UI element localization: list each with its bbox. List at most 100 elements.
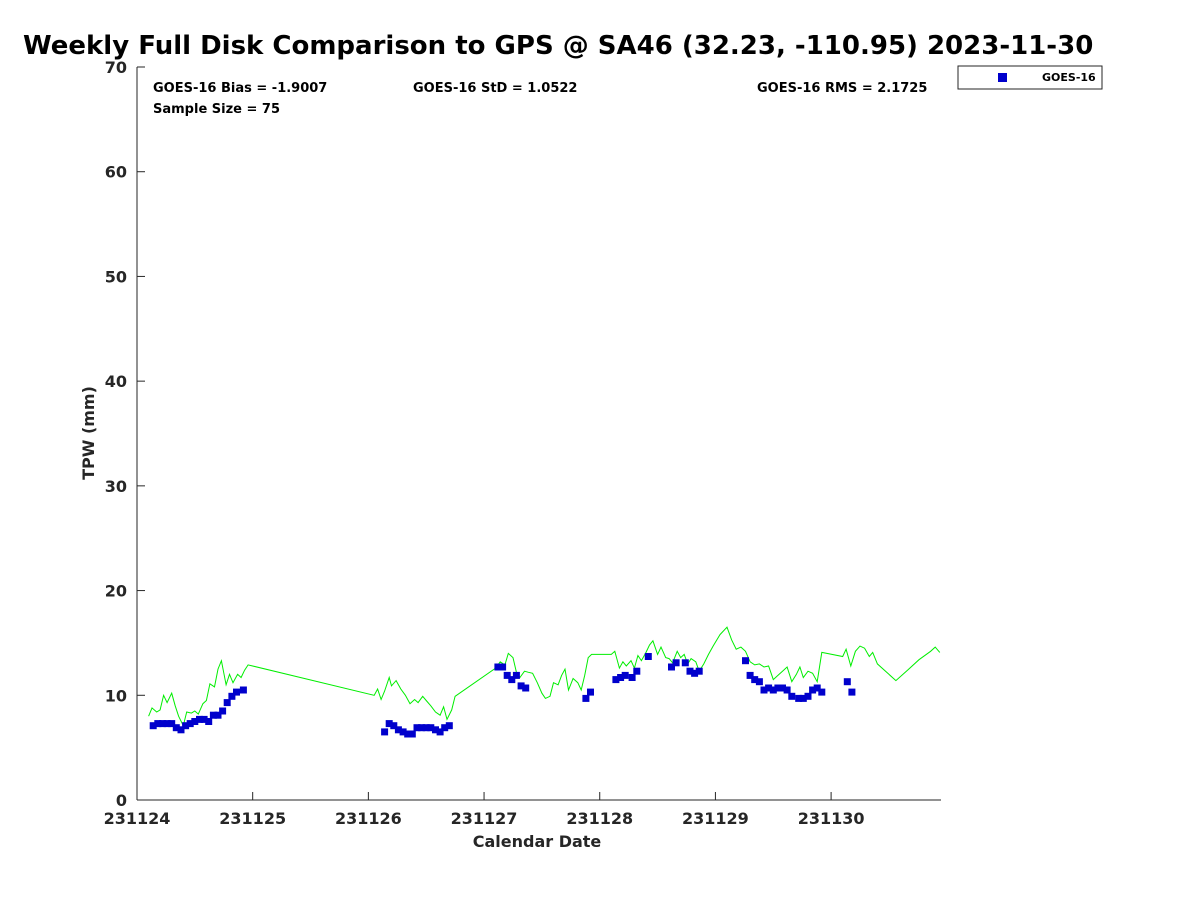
goes16-point [779, 684, 786, 692]
goes16-point [742, 657, 749, 665]
goes16-point [783, 686, 791, 694]
goes16-point [746, 671, 754, 679]
x-tick-label: 231125 [219, 809, 286, 828]
goes16-point [503, 671, 511, 679]
goes16-point [381, 728, 389, 736]
goes16-point [223, 699, 231, 707]
goes16-point [799, 694, 807, 702]
goes16-point [804, 692, 812, 700]
goes16-point [587, 688, 594, 696]
goes16-point [633, 667, 641, 675]
goes16-point [494, 663, 502, 671]
goes16-point [499, 663, 507, 671]
goes16-point [159, 720, 166, 728]
goes16-point [691, 669, 699, 677]
goes16-point [512, 671, 520, 679]
x-tick-label: 231128 [566, 809, 633, 828]
goes16-point [686, 667, 694, 675]
goes16-point [809, 686, 817, 694]
x-tick-label: 231126 [335, 809, 402, 828]
y-tick-label: 60 [105, 163, 127, 182]
goes16-point [394, 726, 402, 734]
legend-box [957, 65, 1103, 90]
goes16-point [644, 653, 652, 660]
x-tick-label: 231124 [104, 809, 171, 828]
x-tick-label: 231127 [451, 809, 518, 828]
goes16-point [813, 684, 821, 692]
y-axis-ticks: 0 10 20 30 40 50 60 70 [105, 58, 145, 810]
goes16-point [774, 684, 782, 692]
y-axis-label: TPW (mm) [79, 386, 98, 480]
y-tick-label: 30 [105, 477, 127, 496]
goes16-point [436, 728, 444, 736]
goes16-point [760, 686, 768, 694]
goes16-point [621, 671, 629, 679]
goes16-point [408, 730, 416, 738]
goes16-point [427, 724, 435, 732]
goes16-point [404, 730, 412, 738]
chart-title: Weekly Full Disk Comparison to GPS @ SA4… [23, 31, 1093, 61]
bias-stat: GOES-16 Bias = -1.9007 [153, 81, 327, 96]
goes16-point [755, 678, 763, 686]
goes16-point [214, 711, 222, 719]
goes16-point [191, 718, 199, 725]
goes16-point [508, 676, 516, 684]
legend-marker-goes16 [998, 73, 1007, 82]
goes16-point [522, 684, 530, 692]
goes16-point [418, 724, 426, 732]
goes16-point [177, 726, 185, 734]
goes16-point [751, 676, 759, 684]
goes16-point [441, 724, 449, 732]
rms-stat: GOES-16 RMS = 2.1725 [757, 81, 927, 96]
goes16-point [582, 694, 590, 702]
y-tick-label: 70 [105, 58, 127, 77]
goes16-point [795, 694, 803, 702]
y-tick-label: 10 [105, 686, 127, 705]
goes16-point [154, 720, 162, 728]
goes16-point [445, 722, 453, 730]
goes16-point [517, 682, 525, 690]
goes16-point [385, 720, 393, 728]
x-tick-label: 231129 [682, 809, 749, 828]
goes16-point [413, 724, 421, 732]
std-stat: GOES-16 StD = 1.0522 [413, 81, 577, 96]
y-tick-label: 50 [105, 267, 127, 286]
goes16-point [672, 659, 680, 667]
data-series [148, 626, 941, 738]
goes16-point [668, 663, 675, 671]
x-tick-label: 231130 [798, 809, 865, 828]
goes16-point [399, 728, 407, 736]
y-tick-label: 40 [105, 372, 127, 391]
goes16-point [432, 726, 439, 734]
goes16-point [172, 724, 180, 732]
goes16-point [422, 724, 430, 732]
goes16-point [769, 686, 777, 694]
y-tick-label: 0 [116, 791, 127, 810]
legend-label-goes16: GOES-16 [1042, 71, 1096, 84]
goes16-point [695, 667, 703, 675]
sample-size-stat: Sample Size = 75 [153, 102, 280, 117]
goes16-point [239, 686, 247, 694]
goes16-point [818, 688, 826, 696]
goes16-point [163, 720, 171, 728]
plot-axes [136, 67, 941, 801]
goes16-point [390, 722, 398, 730]
goes16-point [233, 688, 240, 696]
gps-tpw-line [148, 626, 941, 728]
goes16-point [209, 711, 217, 719]
goes16-point [765, 684, 773, 692]
legend: GOES-16 [957, 65, 1103, 90]
goes16-point [228, 692, 236, 700]
goes16-point [843, 678, 851, 686]
goes16-point [196, 715, 203, 723]
goes16-point [628, 674, 636, 681]
goes16-point [205, 718, 213, 725]
goes16-point [200, 715, 208, 723]
goes16-point [149, 722, 157, 730]
goes16-point [617, 674, 625, 681]
y-tick-label: 20 [105, 582, 127, 601]
goes16-point [612, 676, 620, 684]
goes16-point [219, 707, 227, 715]
goes16-point [848, 688, 856, 696]
